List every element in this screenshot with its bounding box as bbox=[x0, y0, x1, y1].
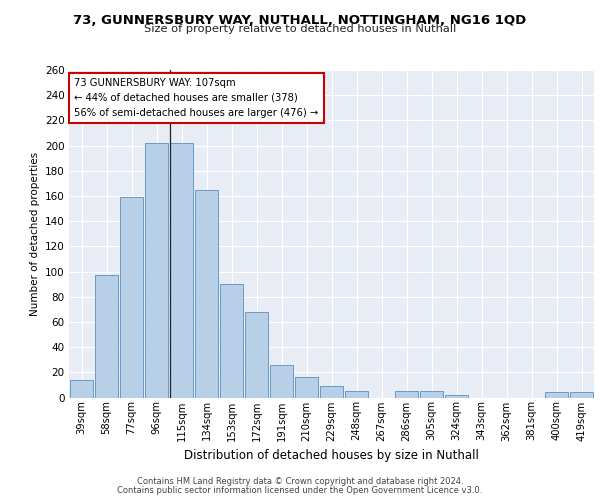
Bar bbox=[395, 391, 418, 398]
Text: 73, GUNNERSBURY WAY, NUTHALL, NOTTINGHAM, NG16 1QD: 73, GUNNERSBURY WAY, NUTHALL, NOTTINGHAM… bbox=[73, 14, 527, 27]
Bar bbox=[419, 391, 443, 398]
Text: Size of property relative to detached houses in Nuthall: Size of property relative to detached ho… bbox=[144, 24, 456, 34]
X-axis label: Distribution of detached houses by size in Nuthall: Distribution of detached houses by size … bbox=[184, 449, 479, 462]
Bar bbox=[569, 392, 593, 398]
Bar bbox=[269, 365, 293, 398]
Bar bbox=[95, 276, 118, 398]
Text: 73 GUNNERSBURY WAY: 107sqm
← 44% of detached houses are smaller (378)
56% of sem: 73 GUNNERSBURY WAY: 107sqm ← 44% of deta… bbox=[74, 78, 319, 118]
Bar bbox=[545, 392, 568, 398]
Bar bbox=[320, 386, 343, 398]
Y-axis label: Number of detached properties: Number of detached properties bbox=[29, 152, 40, 316]
Bar bbox=[194, 190, 218, 398]
Text: Contains public sector information licensed under the Open Government Licence v3: Contains public sector information licen… bbox=[118, 486, 482, 495]
Text: Contains HM Land Registry data © Crown copyright and database right 2024.: Contains HM Land Registry data © Crown c… bbox=[137, 477, 463, 486]
Bar bbox=[245, 312, 268, 398]
Bar bbox=[170, 143, 193, 398]
Bar bbox=[145, 143, 169, 398]
Bar bbox=[70, 380, 94, 398]
Bar bbox=[220, 284, 244, 398]
Bar bbox=[344, 391, 368, 398]
Bar bbox=[295, 378, 319, 398]
Bar bbox=[445, 395, 469, 398]
Bar bbox=[119, 197, 143, 398]
